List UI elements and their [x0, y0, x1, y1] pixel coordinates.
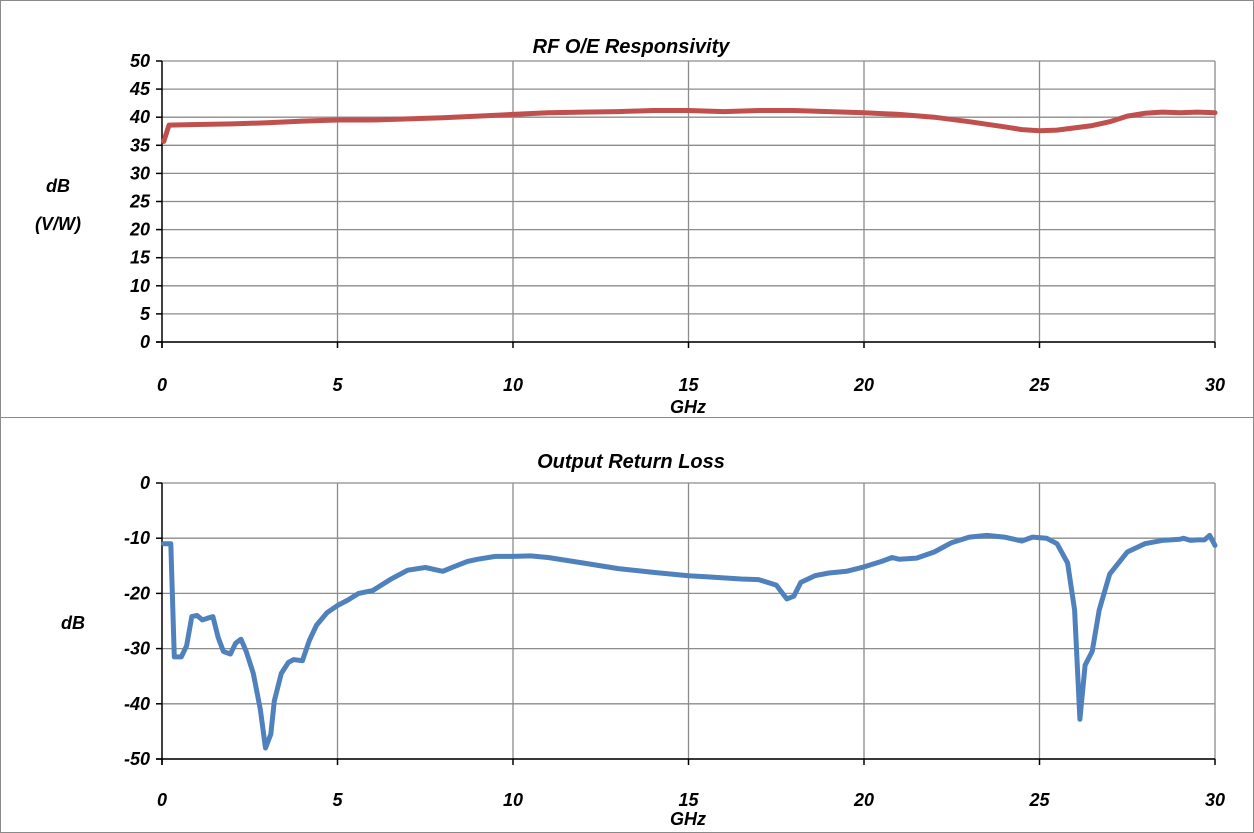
x-tick-label: 30 [1205, 790, 1225, 810]
y-tick-label: -50 [124, 749, 150, 769]
y-axis-label-line-2: (V/W) [35, 214, 81, 234]
return-loss-panel: 0 -10 -20 -30 -40 -50 0 5 10 15 20 25 30 Output Retu… [0, 417, 1254, 833]
data-series-line [161, 108, 1218, 144]
x-tick-label: 30 [1205, 375, 1225, 395]
x-tick-label: 25 [1028, 375, 1050, 395]
y-tick-label: 5 [140, 304, 151, 324]
x-tick-label: 5 [332, 790, 343, 810]
y-tick-label: 35 [130, 135, 151, 155]
y-tick-label: -30 [124, 639, 150, 659]
return-loss-chart: 0 -10 -20 -30 -40 -50 0 5 10 15 20 25 30 Output Retu… [61, 451, 1225, 829]
y-tick-label: 25 [129, 192, 151, 212]
chart-title: Output Return Loss [537, 451, 725, 473]
x-tick-label: 15 [678, 790, 699, 810]
y-axis-label-line-1: dB [46, 176, 70, 196]
x-tick-label: 10 [503, 375, 523, 395]
x-tick-label: 0 [157, 790, 167, 810]
responsivity-chart: 0 5 10 15 20 25 30 35 40 45 50 0 5 10 15 20 25 30 RF O/E … [35, 36, 1225, 417]
y-tick-label: 15 [130, 248, 151, 268]
y-tick-label: 30 [130, 163, 150, 183]
y-tick-label: 20 [129, 220, 150, 240]
x-tick-label: 15 [678, 375, 699, 395]
y-tick-label: 10 [130, 276, 150, 296]
x-axis-label: GHz [670, 809, 706, 829]
x-tick-label: 25 [1028, 790, 1050, 810]
y-axis-label: dB [61, 613, 85, 633]
x-tick-label: 0 [157, 375, 167, 395]
responsivity-panel: 0 5 10 15 20 25 30 35 40 45 50 0 5 10 15 20 25 30 RF O/E … [0, 0, 1254, 418]
data-series-line [161, 532, 1218, 751]
x-tick-label: 10 [503, 790, 523, 810]
x-tick-label: 20 [853, 375, 874, 395]
x-tick-label: 5 [332, 375, 343, 395]
y-tick-label: -20 [124, 583, 150, 603]
y-tick-label: -10 [124, 528, 150, 548]
y-tick-label: -40 [124, 694, 150, 714]
chart-title: RF O/E Responsivity [533, 36, 731, 58]
y-tick-label: 45 [129, 79, 151, 99]
x-tick-label: 20 [853, 790, 874, 810]
y-tick-label: 0 [140, 473, 150, 493]
y-tick-label: 50 [130, 51, 150, 71]
x-axis-label: GHz [670, 397, 706, 417]
y-tick-label: 0 [140, 332, 150, 352]
y-tick-label: 40 [129, 107, 150, 127]
